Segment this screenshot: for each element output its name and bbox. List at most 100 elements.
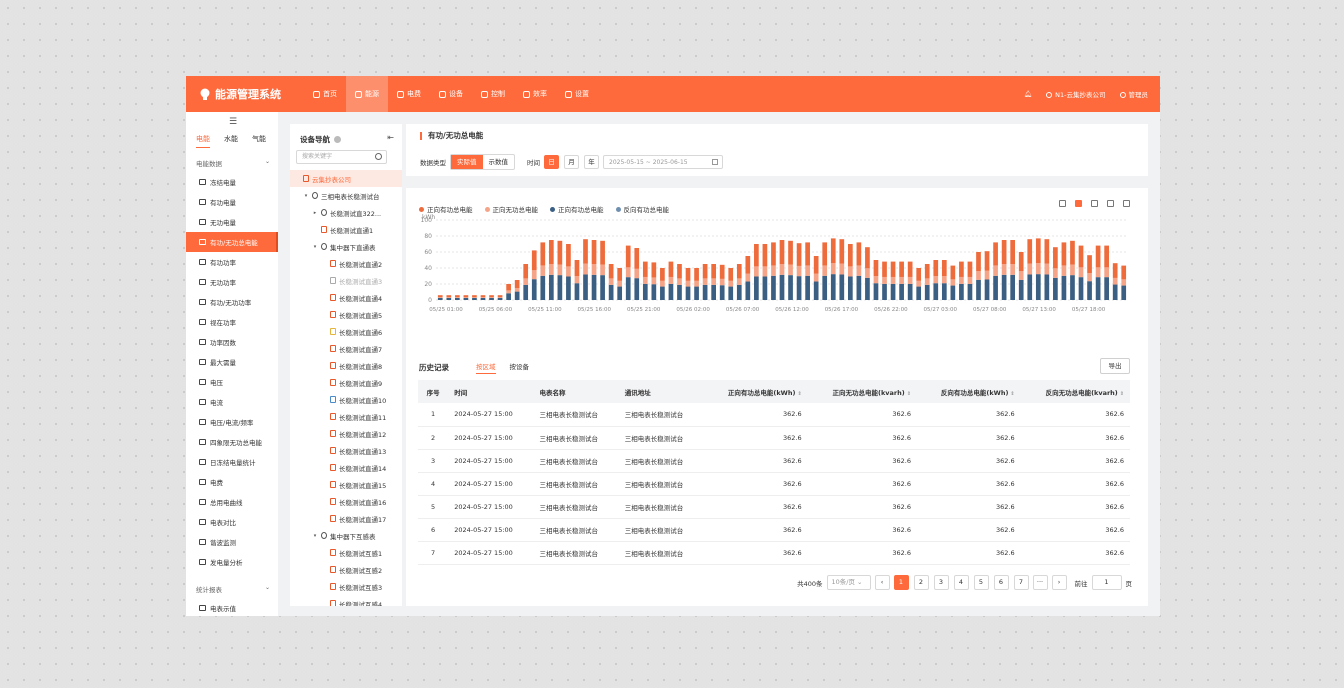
expand-arrow-icon[interactable]: ▸ xyxy=(313,209,317,216)
tree-node[interactable]: 长稳测试直通9 xyxy=(290,374,402,391)
sidebar-item[interactable]: 有功/无功功率 xyxy=(186,292,278,312)
tree-node[interactable]: 长稳测试直通12 xyxy=(290,425,402,442)
time-option[interactable]: 日 xyxy=(544,155,559,169)
sidebar-item[interactable]: 谐波监测 xyxy=(186,532,278,552)
data-type-option[interactable]: 实际值 xyxy=(451,155,483,169)
sidebar-group-reports[interactable]: 统计报表 ⌄ xyxy=(196,584,270,594)
collapse-tree-icon[interactable]: ⇤ xyxy=(387,133,394,142)
sidebar-item[interactable]: 无功功率 xyxy=(186,272,278,292)
tab-energy-0[interactable]: 电能 xyxy=(196,134,210,148)
sidebar-item[interactable]: 有功电量 xyxy=(186,192,278,212)
tree-node[interactable]: 长稳测试直通8 xyxy=(290,357,402,374)
tree-node[interactable]: 长稳测试互感1 xyxy=(290,544,402,561)
nav-gear[interactable]: 设置 xyxy=(556,76,598,112)
sort-icon[interactable]: ⇕ xyxy=(1119,390,1124,397)
tree-node[interactable]: 长稳测试直通6 xyxy=(290,323,402,340)
tree-node[interactable]: 长稳测试互感3 xyxy=(290,578,402,595)
sidebar-group-electric[interactable]: 电能数据 ⌄ xyxy=(196,158,270,168)
page-button[interactable]: 2 xyxy=(913,575,929,590)
download-icon[interactable] xyxy=(1059,200,1066,207)
expand-arrow-icon[interactable]: ▾ xyxy=(304,192,308,199)
sidebar-item[interactable]: 电压/电流/频率 xyxy=(186,412,278,432)
sidebar-item[interactable]: 有功功率 xyxy=(186,252,278,272)
tree-node[interactable]: 长稳测试直通17 xyxy=(290,510,402,527)
tree-node[interactable]: ▾ 集中器下互感表 xyxy=(290,527,402,544)
nav-home[interactable]: 首页 xyxy=(304,76,346,112)
sidebar-item[interactable]: 最大需量 xyxy=(186,352,278,372)
expand-arrow-icon[interactable]: ▾ xyxy=(313,532,317,539)
tree-node[interactable]: 长稳测试互感4 xyxy=(290,595,402,606)
history-tab[interactable]: 按区域 xyxy=(476,361,496,374)
sidebar-item[interactable]: 电表示值 xyxy=(186,598,278,616)
menu-toggle-icon[interactable]: ☰ xyxy=(229,117,238,127)
sidebar-item[interactable]: 有功/无功总电能 xyxy=(186,232,278,252)
sidebar-item[interactable]: 冻结电量 xyxy=(186,172,278,192)
nav-clock[interactable]: 效率 xyxy=(514,76,556,112)
sort-icon[interactable]: ⇕ xyxy=(906,390,911,397)
legend-item[interactable]: 正向无功总电能 xyxy=(484,204,538,214)
nav-device[interactable]: 设备 xyxy=(430,76,472,112)
refresh-icon[interactable] xyxy=(1123,200,1130,207)
column-header[interactable]: 反向无功总电能(kvarh) ⇕ xyxy=(1020,380,1130,403)
page-button[interactable]: 3 xyxy=(933,575,949,590)
export-button[interactable]: 导出 xyxy=(1100,358,1130,374)
time-option[interactable]: 年 xyxy=(584,155,599,169)
user-menu[interactable]: 管理员 xyxy=(1119,89,1148,99)
date-range-picker[interactable]: 2025-05-15 ~ 2025-06-15 xyxy=(603,155,723,169)
tree-node[interactable]: ▾ 集中器下直通表 xyxy=(290,238,402,255)
tree-node[interactable]: 长稳测试直通5 xyxy=(290,306,402,323)
sidebar-item[interactable]: 无功电量 xyxy=(186,212,278,232)
sidebar-item[interactable]: 电流 xyxy=(186,392,278,412)
tree-search-input[interactable]: 搜索关键字 xyxy=(296,150,387,164)
tree-node[interactable]: 长稳测试直通4 xyxy=(290,289,402,306)
column-header[interactable]: 正向有功总电能(kWh) ⇕ xyxy=(703,380,808,403)
tree-node[interactable]: 长稳测试直通13 xyxy=(290,442,402,459)
tab-energy-1[interactable]: 水能 xyxy=(224,135,238,143)
legend-item[interactable]: 正向有功总电能 xyxy=(550,204,604,214)
time-option[interactable]: 月 xyxy=(564,155,579,169)
table-row[interactable]: 2 2024-05-27 15:00 三相电表长稳测试台 三相电表长稳测试台 362.6… xyxy=(418,426,1130,450)
table-row[interactable]: 7 2024-05-27 15:00 三相电表长稳测试台 三相电表长稳测试台 362.6… xyxy=(418,541,1130,565)
column-header[interactable]: 正向无功总电能(kvarh) ⇕ xyxy=(807,380,917,403)
company-selector[interactable]: N1-云集抄表公司 xyxy=(1046,89,1106,99)
sidebar-item[interactable]: 总用电曲线 xyxy=(186,492,278,512)
sort-icon[interactable]: ⇕ xyxy=(797,390,802,397)
legend-item[interactable]: 反向有功总电能 xyxy=(615,204,669,214)
tree-node[interactable]: 长稳测试直通10 xyxy=(290,391,402,408)
sidebar-item[interactable]: 电表对比 xyxy=(186,512,278,532)
search-icon[interactable] xyxy=(375,153,382,160)
nav-bulb[interactable]: 能源 xyxy=(346,76,388,112)
table-row[interactable]: 3 2024-05-27 15:00 三相电表长稳测试台 三相电表长稳测试台 362.6… xyxy=(418,449,1130,473)
page-ellipsis[interactable]: ··· xyxy=(1032,575,1048,590)
history-tab[interactable]: 按设备 xyxy=(509,363,530,371)
sort-icon[interactable]: ⇕ xyxy=(1010,390,1015,397)
table-row[interactable]: 6 2024-05-27 15:00 三相电表长稳测试台 三相电表长稳测试台 362.6… xyxy=(418,518,1130,542)
page-button[interactable]: 4 xyxy=(953,575,969,590)
tree-node[interactable]: 长稳测试直通16 xyxy=(290,493,402,510)
tree-node[interactable]: 长稳测试直通14 xyxy=(290,459,402,476)
bar-chart-icon[interactable] xyxy=(1075,200,1082,207)
stack-icon[interactable] xyxy=(1107,200,1114,207)
bell-icon[interactable]: 🔔︎ xyxy=(1023,90,1033,98)
tree-node[interactable]: 长稳测试直通3 xyxy=(290,272,402,289)
sidebar-item[interactable]: 视在功率 xyxy=(186,312,278,332)
sidebar-item[interactable]: 日冻结电量统计 xyxy=(186,452,278,472)
legend-item[interactable]: 正向有功总电能 xyxy=(419,204,473,214)
sidebar-item[interactable]: 发电量分析 xyxy=(186,552,278,572)
tree-node[interactable]: 长稳测试直通15 xyxy=(290,476,402,493)
line-chart-icon[interactable] xyxy=(1091,200,1098,207)
next-page-button[interactable]: › xyxy=(1051,575,1067,590)
tab-energy-2[interactable]: 气能 xyxy=(252,135,266,143)
tree-node[interactable]: ▾ 三相电表长稳测试台 xyxy=(290,187,402,204)
prev-page-button[interactable]: ‹ xyxy=(874,575,890,590)
sidebar-item[interactable]: 电压 xyxy=(186,372,278,392)
tree-node[interactable]: 长稳测试直通1 xyxy=(290,221,402,238)
page-size-select[interactable]: 10条/页 ⌄ xyxy=(826,575,871,590)
page-button[interactable]: 1 xyxy=(893,575,909,590)
page-button[interactable]: 6 xyxy=(993,575,1009,590)
goto-page-input[interactable]: 1 xyxy=(1091,575,1122,590)
tree-node[interactable]: 长稳测试直通2 xyxy=(290,255,402,272)
nav-control[interactable]: 控制 xyxy=(472,76,514,112)
expand-arrow-icon[interactable]: ▾ xyxy=(313,243,317,250)
table-row[interactable]: 4 2024-05-27 15:00 三相电表长稳测试台 三相电表长稳测试台 362.6… xyxy=(418,472,1130,496)
